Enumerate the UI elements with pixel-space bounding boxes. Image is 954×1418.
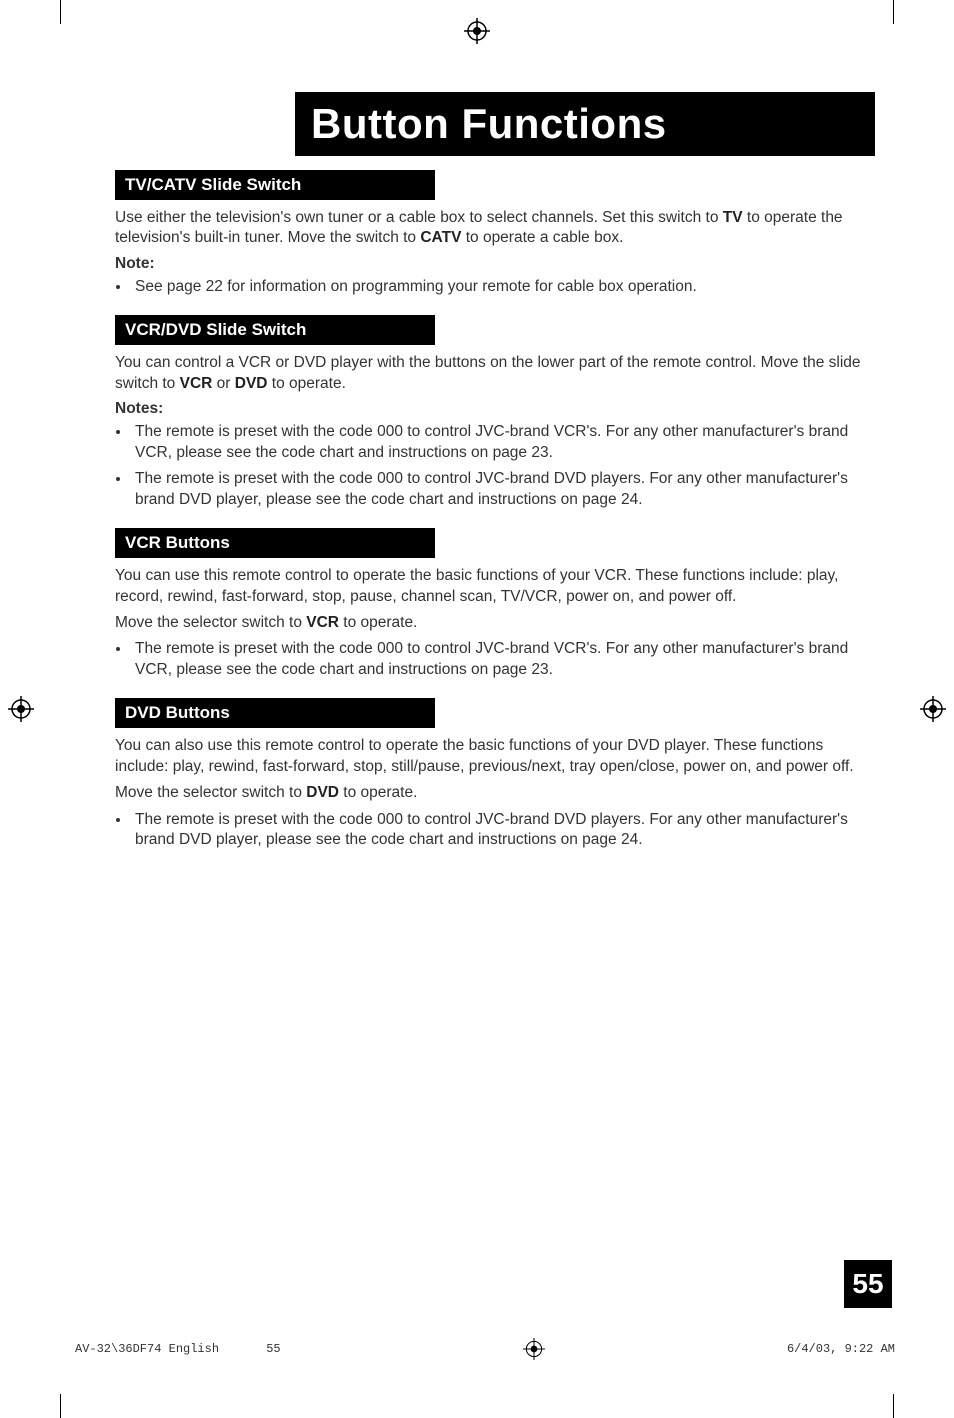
page-number: 55 xyxy=(852,1268,883,1300)
bullet-list: See page 22 for information on programmi… xyxy=(115,277,875,297)
page-title-band: Button Functions xyxy=(295,92,875,156)
body-paragraph: You can also use this remote control to … xyxy=(115,736,875,777)
section-heading-vcr-dvd: VCR/DVD Slide Switch xyxy=(115,315,435,345)
section-heading-tv-catv: TV/CATV Slide Switch xyxy=(115,170,435,200)
note-label: Notes: xyxy=(115,400,875,418)
section-heading-dvd-buttons: DVD Buttons xyxy=(115,698,435,728)
footer-filename: AV-32\36DF74 English 55 xyxy=(75,1342,281,1356)
bullet-list: The remote is preset with the code 000 t… xyxy=(115,810,875,851)
footer-page: 55 xyxy=(266,1342,280,1356)
registration-mark-right-icon xyxy=(920,696,946,722)
body-paragraph: Use either the television's own tuner or… xyxy=(115,208,875,249)
content-area: Button Functions TV/CATV Slide Switch Us… xyxy=(115,92,875,869)
body-paragraph: Move the selector switch to DVD to opera… xyxy=(115,783,875,803)
registration-mark-footer-icon xyxy=(523,1338,545,1360)
registration-mark-top-icon xyxy=(464,18,490,44)
page-title: Button Functions xyxy=(311,100,667,147)
list-item: The remote is preset with the code 000 t… xyxy=(131,810,875,851)
body-paragraph: Move the selector switch to VCR to opera… xyxy=(115,613,875,633)
list-item: The remote is preset with the code 000 t… xyxy=(131,469,875,510)
list-item: See page 22 for information on programmi… xyxy=(131,277,875,297)
page-container: Button Functions TV/CATV Slide Switch Us… xyxy=(0,0,954,1418)
list-item: The remote is preset with the code 000 t… xyxy=(131,639,875,680)
footer-datetime: 6/4/03, 9:22 AM xyxy=(787,1342,895,1356)
page-number-box: 55 xyxy=(844,1260,892,1308)
crop-mark-bottom xyxy=(60,1394,894,1418)
body-paragraph: You can use this remote control to opera… xyxy=(115,566,875,607)
body-paragraph: You can control a VCR or DVD player with… xyxy=(115,353,875,394)
bullet-list: The remote is preset with the code 000 t… xyxy=(115,639,875,680)
list-item: The remote is preset with the code 000 t… xyxy=(131,422,875,463)
section-heading-vcr-buttons: VCR Buttons xyxy=(115,528,435,558)
note-label: Note: xyxy=(115,255,875,273)
footer: AV-32\36DF74 English 55 6/4/03, 9:22 AM xyxy=(75,1338,895,1360)
bullet-list: The remote is preset with the code 000 t… xyxy=(115,422,875,510)
registration-mark-left-icon xyxy=(8,696,34,722)
